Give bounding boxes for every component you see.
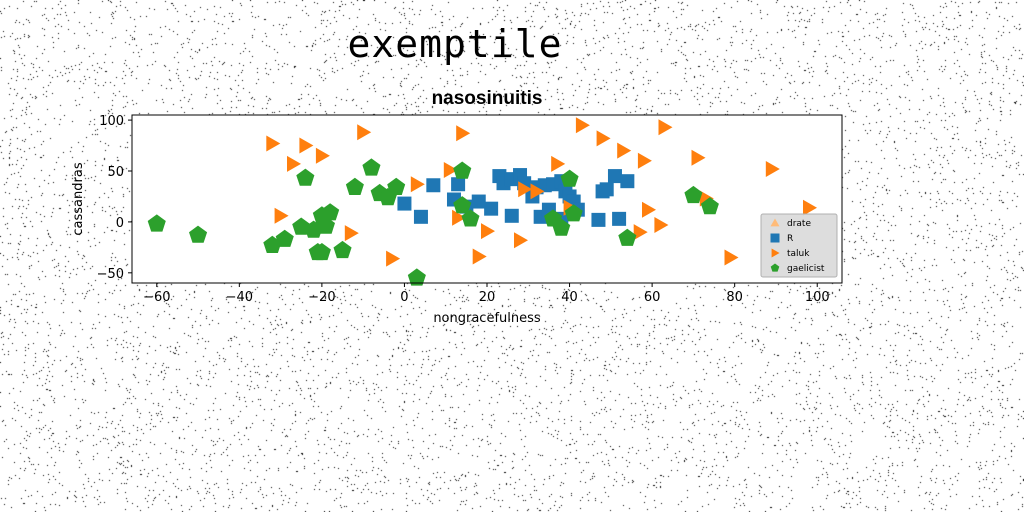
x-axis-label: nongracefulness <box>433 311 541 326</box>
x-tick-label: −40 <box>226 290 253 305</box>
point-taluk-15 <box>518 181 533 198</box>
point-taluk-12 <box>472 248 487 265</box>
point-gaelicist-20 <box>461 209 480 227</box>
point-taluk-0 <box>266 135 281 152</box>
chart-marks <box>147 117 817 286</box>
point-R-26 <box>599 182 614 197</box>
legend-marker-R <box>770 233 780 243</box>
point-taluk-6 <box>357 124 372 141</box>
x-axis: −60 −40 −20 0 20 40 60 80 100 <box>143 283 830 305</box>
point-taluk-24 <box>654 217 669 233</box>
point-taluk-1 <box>274 207 289 224</box>
point-gaelicist-11 <box>333 240 352 259</box>
legend-box <box>760 213 838 278</box>
point-taluk-5 <box>344 225 359 242</box>
point-taluk-25 <box>633 224 648 241</box>
point-gaelicist-26 <box>684 185 703 204</box>
chart-title: nasosinuitis <box>432 88 543 109</box>
x-tick-label: 40 <box>561 290 578 305</box>
point-taluk-2 <box>287 155 301 172</box>
point-gaelicist-13 <box>362 158 381 176</box>
x-tick-label: 100 <box>805 290 830 305</box>
point-taluk-4 <box>315 147 330 164</box>
point-gaelicist-12 <box>345 177 364 195</box>
point-gaelicist-5 <box>296 168 315 186</box>
point-taluk-22 <box>637 152 652 169</box>
legend-marker-taluk <box>771 248 780 258</box>
point-gaelicist-23 <box>560 169 579 187</box>
point-taluk-20 <box>596 130 611 147</box>
x-tick-label: 0 <box>400 290 408 305</box>
point-taluk-16 <box>530 183 545 200</box>
y-axis-label: cassandras <box>71 162 86 235</box>
point-gaelicist-17 <box>407 268 426 286</box>
x-tick-label: 60 <box>644 290 661 305</box>
legend-label-taluk: taluk <box>787 249 810 259</box>
point-taluk-7 <box>386 250 401 267</box>
point-taluk-31 <box>803 199 817 216</box>
y-tick-label: 50 <box>107 165 124 180</box>
y-axis: −50 0 50 100 <box>97 114 132 282</box>
point-gaelicist-18 <box>453 161 472 179</box>
point-gaelicist-2 <box>263 235 282 253</box>
point-gaelicist-10 <box>321 203 340 221</box>
x-tick-label: 80 <box>726 290 743 305</box>
legend-marker-drate <box>770 218 780 227</box>
figure-title: exemptile <box>347 22 563 66</box>
y-tick-label: 100 <box>99 114 124 129</box>
point-R-30 <box>397 196 412 211</box>
point-taluk-23 <box>642 201 656 218</box>
point-taluk-19 <box>575 117 590 134</box>
point-taluk-14 <box>514 232 528 249</box>
legend-marker-gaelicist <box>770 263 780 272</box>
point-R-0 <box>426 178 441 193</box>
point-gaelicist-19 <box>453 196 472 214</box>
y-tick-label: 0 <box>116 216 124 231</box>
point-R-24 <box>591 212 606 227</box>
legend-label-R: R <box>787 234 793 244</box>
point-taluk-3 <box>299 137 314 154</box>
point-R-31 <box>413 209 428 224</box>
plot-area <box>132 115 842 283</box>
point-taluk-17 <box>551 155 566 172</box>
point-taluk-29 <box>724 249 739 266</box>
point-taluk-26 <box>658 119 673 136</box>
point-gaelicist-25 <box>618 228 637 246</box>
point-gaelicist-1 <box>189 225 208 243</box>
x-tick-label: −60 <box>143 290 170 305</box>
point-gaelicist-28 <box>312 243 331 261</box>
point-R-5 <box>484 201 499 216</box>
point-gaelicist-9 <box>317 216 335 234</box>
x-tick-label: 20 <box>479 290 496 305</box>
point-R-29 <box>620 174 635 189</box>
legend-label-gaelicist: gaelicist <box>787 264 825 274</box>
point-taluk-10 <box>456 125 471 142</box>
point-gaelicist-27 <box>700 197 719 215</box>
point-gaelicist-24 <box>564 204 583 222</box>
x-tick-label: −20 <box>308 290 335 305</box>
point-R-8 <box>504 208 519 223</box>
y-tick-label: −50 <box>97 267 124 282</box>
point-gaelicist-16 <box>387 177 406 195</box>
point-taluk-8 <box>410 176 425 193</box>
point-gaelicist-3 <box>275 229 294 247</box>
point-R-4 <box>471 194 486 209</box>
point-R-2 <box>451 177 466 192</box>
legend-label-drate: drate <box>787 219 811 229</box>
point-R-28 <box>612 211 627 226</box>
point-taluk-27 <box>691 149 706 166</box>
point-taluk-21 <box>617 142 632 159</box>
point-taluk-13 <box>481 223 495 240</box>
point-taluk-9 <box>443 162 458 178</box>
point-R-27 <box>607 169 622 184</box>
point-gaelicist-0 <box>147 214 166 232</box>
point-taluk-11 <box>452 209 467 226</box>
point-taluk-30 <box>765 161 780 177</box>
point-gaelicist-22 <box>552 218 571 236</box>
